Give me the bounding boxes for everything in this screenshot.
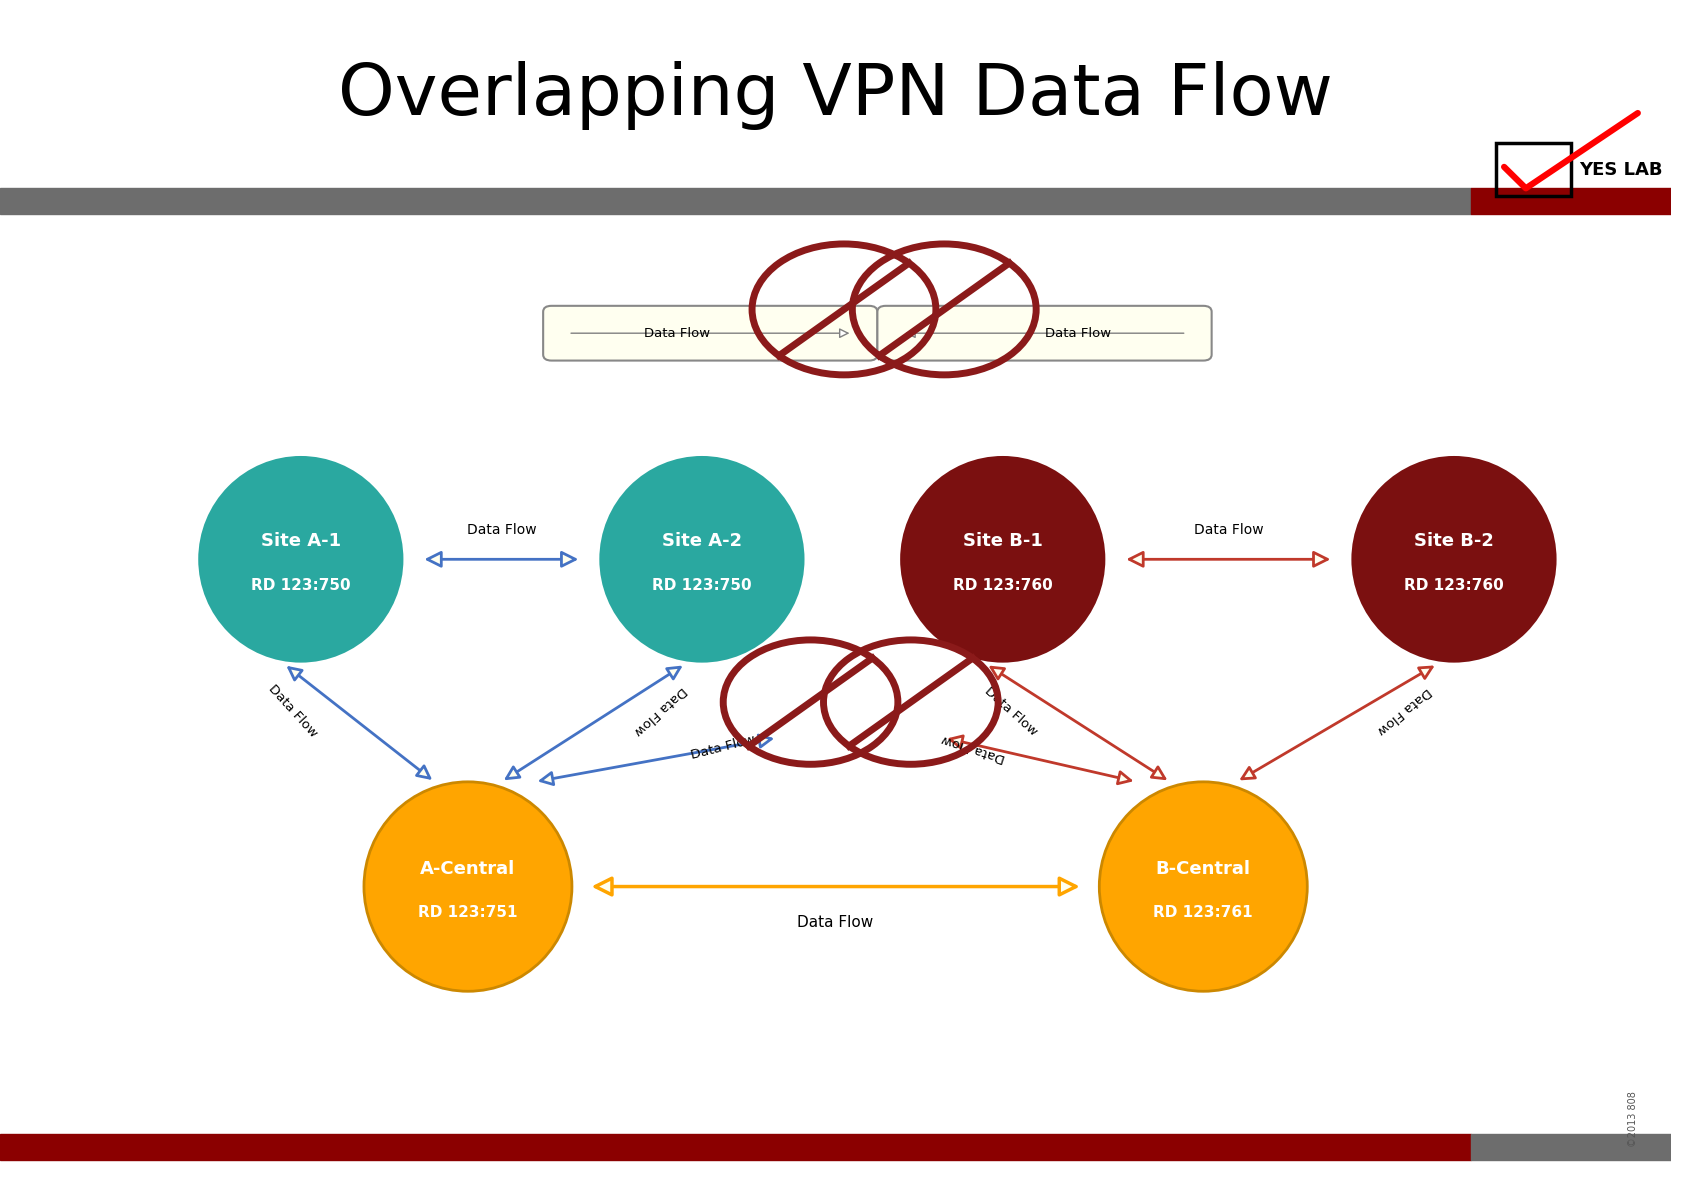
Text: YES LAB: YES LAB bbox=[1578, 161, 1662, 178]
Text: Data Flow: Data Flow bbox=[797, 915, 873, 929]
Text: Data Flow: Data Flow bbox=[1374, 685, 1433, 737]
Text: Data Flow: Data Flow bbox=[644, 327, 710, 339]
Text: RD 123:750: RD 123:750 bbox=[251, 578, 350, 593]
Text: Overlapping VPN Data Flow: Overlapping VPN Data Flow bbox=[338, 61, 1332, 130]
Text: A-Central: A-Central bbox=[420, 859, 515, 878]
Bar bbox=[1495, 143, 1569, 196]
Text: RD 123:761: RD 123:761 bbox=[1152, 906, 1253, 920]
Text: Data Flow: Data Flow bbox=[466, 522, 537, 537]
Text: Site A-1: Site A-1 bbox=[261, 532, 341, 551]
Text: Data Flow: Data Flow bbox=[940, 732, 1006, 764]
Text: RD 123:760: RD 123:760 bbox=[1403, 578, 1504, 593]
Bar bbox=[0, 188, 1470, 214]
Text: B-Central: B-Central bbox=[1156, 859, 1250, 878]
Bar bbox=[0, 1134, 1470, 1160]
Text: RD 123:760: RD 123:760 bbox=[952, 578, 1051, 593]
Text: Data Flow: Data Flow bbox=[982, 684, 1039, 738]
Ellipse shape bbox=[197, 455, 405, 664]
Text: Data Flow: Data Flow bbox=[1193, 522, 1263, 537]
Text: ©2013 808: ©2013 808 bbox=[1626, 1091, 1637, 1146]
Ellipse shape bbox=[597, 455, 806, 664]
FancyBboxPatch shape bbox=[876, 306, 1211, 361]
Text: Site A-2: Site A-2 bbox=[661, 532, 742, 551]
Text: Data Flow: Data Flow bbox=[688, 733, 755, 763]
Ellipse shape bbox=[363, 782, 572, 991]
Text: RD 123:750: RD 123:750 bbox=[651, 578, 752, 593]
Bar bbox=[1470, 188, 1670, 214]
Text: Data Flow: Data Flow bbox=[266, 682, 320, 740]
Text: RD 123:751: RD 123:751 bbox=[417, 906, 518, 920]
Text: Data Flow: Data Flow bbox=[631, 684, 688, 738]
Text: Site B-1: Site B-1 bbox=[962, 532, 1043, 551]
Ellipse shape bbox=[1098, 782, 1307, 991]
Bar bbox=[1470, 1134, 1670, 1160]
Ellipse shape bbox=[898, 455, 1107, 664]
Ellipse shape bbox=[1349, 455, 1558, 664]
Text: Site B-2: Site B-2 bbox=[1413, 532, 1494, 551]
Text: Data Flow: Data Flow bbox=[1045, 327, 1110, 339]
FancyBboxPatch shape bbox=[543, 306, 876, 361]
